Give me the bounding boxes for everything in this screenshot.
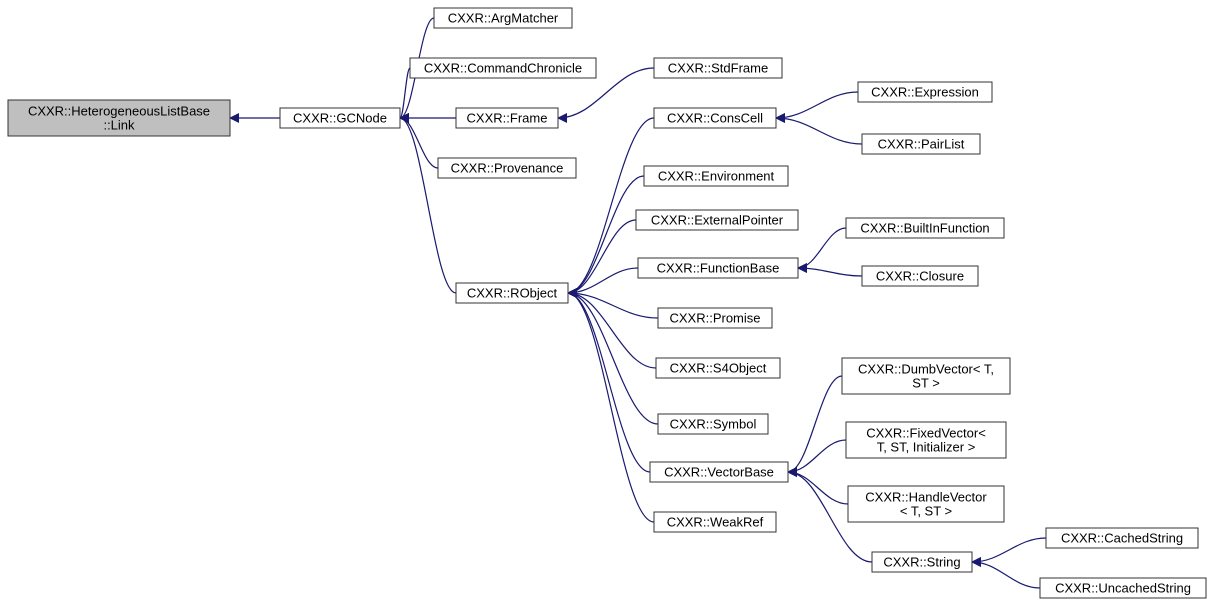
- node-weakref[interactable]: CXXR::WeakRef: [654, 512, 776, 532]
- node-handlevec[interactable]: CXXR::HandleVector< T, ST >: [848, 486, 1004, 522]
- edge-uncached-to-string: [972, 562, 1040, 588]
- node-extptr[interactable]: CXXR::ExternalPointer: [636, 210, 798, 230]
- node-stdframe[interactable]: CXXR::StdFrame: [654, 58, 782, 78]
- node-environment[interactable]: CXXR::Environment: [644, 166, 788, 186]
- node-label: CXXR::HeterogeneousListBase: [28, 104, 210, 119]
- node-label: CXXR::Promise: [669, 311, 760, 326]
- edge-robject-to-gcnode: [400, 118, 456, 293]
- node-conscell[interactable]: CXXR::ConsCell: [654, 108, 776, 128]
- node-label: CXXR::Expression: [871, 85, 979, 100]
- node-label: ::Link: [103, 118, 135, 133]
- edge-environment-to-robject: [568, 176, 644, 293]
- node-root[interactable]: CXXR::HeterogeneousListBase::Link: [8, 100, 230, 136]
- edge-extptr-to-robject: [568, 220, 636, 293]
- node-argmatcher[interactable]: CXXR::ArgMatcher: [434, 8, 572, 28]
- node-label: CXXR::UncachedString: [1055, 581, 1191, 596]
- node-cmdchron[interactable]: CXXR::CommandChronicle: [410, 58, 596, 78]
- node-label: CXXR::StdFrame: [668, 61, 768, 76]
- node-fixedvec[interactable]: CXXR::FixedVector<T, ST, Initializer >: [846, 422, 1006, 458]
- node-label: CXXR::CommandChronicle: [424, 61, 582, 76]
- node-provenance[interactable]: CXXR::Provenance: [438, 158, 576, 178]
- node-label: CXXR::WeakRef: [667, 515, 764, 530]
- node-closure[interactable]: CXXR::Closure: [862, 266, 978, 286]
- node-string[interactable]: CXXR::String: [872, 552, 972, 572]
- node-label: ST >: [912, 376, 940, 391]
- node-label: CXXR::Environment: [658, 169, 775, 184]
- node-uncached[interactable]: CXXR::UncachedString: [1040, 578, 1206, 598]
- node-label: CXXR::FunctionBase: [657, 261, 780, 276]
- edge-expression-to-conscell: [776, 92, 858, 118]
- node-label: CXXR::Frame: [467, 111, 548, 126]
- node-label: T, ST, Initializer >: [877, 440, 976, 455]
- node-label: CXXR::BuiltInFunction: [860, 221, 989, 236]
- node-pairlist[interactable]: CXXR::PairList: [862, 134, 980, 154]
- edge-weakref-to-robject: [568, 293, 654, 522]
- node-vectorbase[interactable]: CXXR::VectorBase: [650, 462, 788, 482]
- node-robject[interactable]: CXXR::RObject: [456, 283, 568, 303]
- edge-handlevec-to-vectorbase: [788, 472, 848, 504]
- edge-builtin-to-funcbase: [798, 228, 846, 268]
- node-symbol[interactable]: CXXR::Symbol: [658, 414, 768, 434]
- node-funcbase[interactable]: CXXR::FunctionBase: [638, 258, 798, 278]
- node-label: CXXR::CachedString: [1061, 531, 1183, 546]
- node-label: CXXR::GCNode: [293, 111, 387, 126]
- node-builtin[interactable]: CXXR::BuiltInFunction: [846, 218, 1004, 238]
- node-label: CXXR::DumbVector< T,: [858, 362, 994, 377]
- node-label: CXXR::FixedVector<: [866, 426, 986, 441]
- node-dumbvec[interactable]: CXXR::DumbVector< T,ST >: [842, 358, 1010, 394]
- edge-cmdchron-to-gcnode: [400, 68, 410, 118]
- node-expression[interactable]: CXXR::Expression: [858, 82, 992, 102]
- node-label: < T, ST >: [900, 504, 952, 519]
- edge-cached-to-string: [972, 538, 1046, 562]
- node-cached[interactable]: CXXR::CachedString: [1046, 528, 1198, 548]
- node-label: CXXR::VectorBase: [664, 465, 774, 480]
- node-label: CXXR::ExternalPointer: [651, 213, 784, 228]
- node-label: CXXR::Symbol: [670, 417, 757, 432]
- node-label: CXXR::Provenance: [451, 161, 564, 176]
- node-promise[interactable]: CXXR::Promise: [658, 308, 772, 328]
- edge-pairlist-to-conscell: [776, 118, 862, 144]
- edge-vectorbase-to-robject: [568, 293, 650, 472]
- edge-symbol-to-robject: [568, 293, 658, 424]
- node-label: CXXR::Closure: [876, 269, 964, 284]
- node-label: CXXR::HandleVector: [865, 490, 987, 505]
- node-label: CXXR::S4Object: [670, 361, 767, 376]
- node-label: CXXR::String: [883, 555, 960, 570]
- node-label: CXXR::ConsCell: [667, 111, 763, 126]
- node-label: CXXR::RObject: [467, 286, 558, 301]
- edge-closure-to-funcbase: [798, 268, 862, 276]
- node-frame[interactable]: CXXR::Frame: [456, 108, 558, 128]
- inheritance-diagram: CXXR::HeterogeneousListBase::Link CXXR::G…: [0, 0, 1208, 609]
- node-gcnode[interactable]: CXXR::GCNode: [280, 108, 400, 128]
- node-s4object[interactable]: CXXR::S4Object: [656, 358, 780, 378]
- node-label: CXXR::PairList: [878, 137, 965, 152]
- node-label: CXXR::ArgMatcher: [448, 11, 559, 26]
